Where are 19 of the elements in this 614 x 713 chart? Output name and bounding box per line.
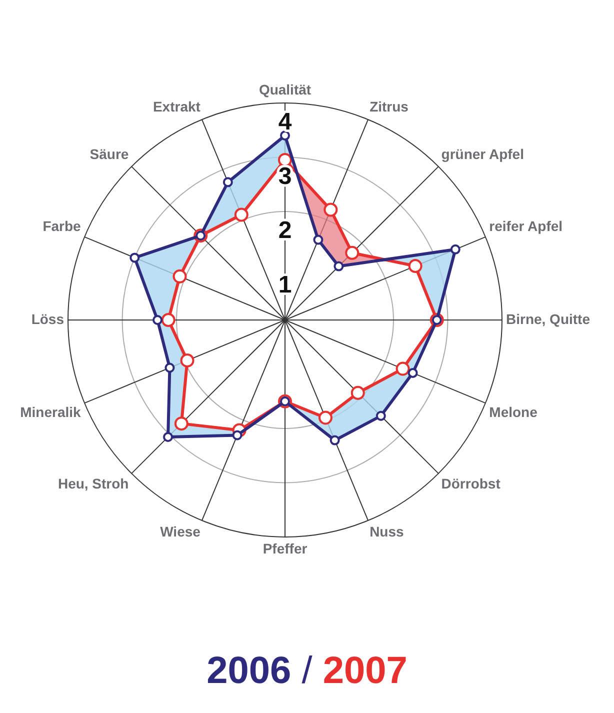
spoke-label: Extrakt bbox=[152, 98, 201, 114]
text: 2006 bbox=[206, 650, 292, 692]
spoke-label: Farbe bbox=[42, 218, 82, 234]
spoke-label: Dörrobst bbox=[441, 476, 501, 492]
spoke-label: grüner Apfel bbox=[441, 146, 524, 162]
spoke-label: Wiese bbox=[160, 523, 201, 540]
spoke-label: Heu, Stroh bbox=[58, 476, 129, 492]
spoke-label: Melone bbox=[489, 404, 538, 420]
spoke-label: Mineralik bbox=[20, 404, 82, 420]
spoke-label: Birne, Quitte bbox=[506, 310, 590, 327]
text: 2007 bbox=[322, 650, 408, 692]
spoke-label: Zitrus bbox=[370, 98, 409, 114]
spoke-label: Löss bbox=[31, 310, 64, 327]
spoke-label: Pfeffer bbox=[262, 540, 308, 556]
spoke-label: Nuss bbox=[370, 523, 404, 540]
spoke-label: Qualität bbox=[258, 81, 312, 98]
spoke-label: reifer Apfel bbox=[489, 218, 563, 234]
text: / bbox=[300, 650, 314, 692]
spoke-label: Säure bbox=[90, 146, 129, 162]
